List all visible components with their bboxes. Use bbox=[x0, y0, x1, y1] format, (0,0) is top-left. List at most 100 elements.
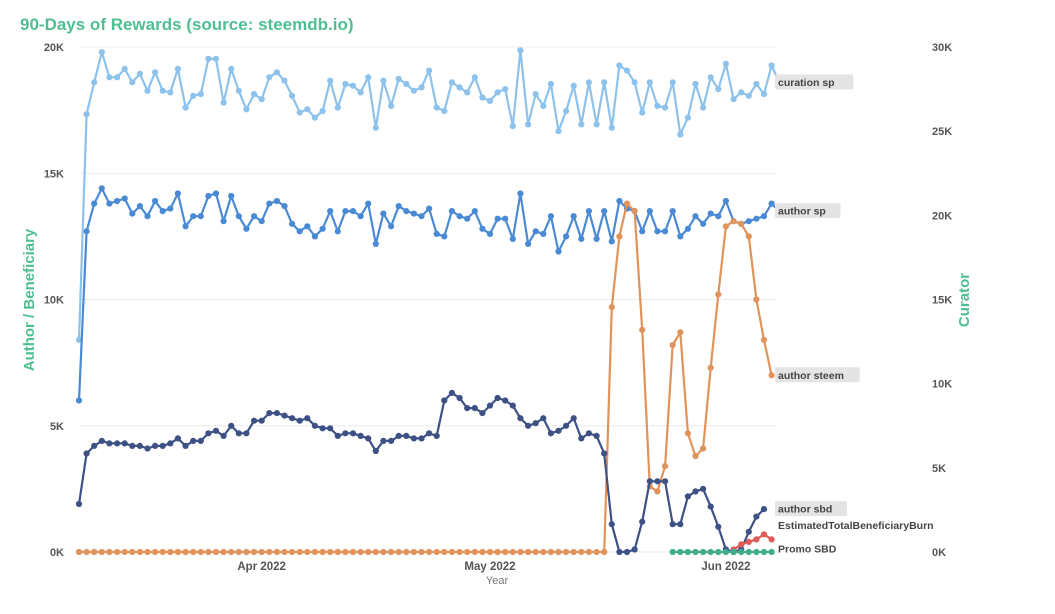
data-point[interactable] bbox=[555, 548, 562, 556]
data-point[interactable] bbox=[281, 412, 288, 419]
data-point[interactable] bbox=[83, 450, 90, 457]
data-point[interactable] bbox=[395, 432, 402, 439]
data-point[interactable] bbox=[768, 372, 775, 379]
data-point[interactable] bbox=[471, 208, 478, 215]
data-point[interactable] bbox=[745, 92, 752, 99]
data-point[interactable] bbox=[494, 394, 501, 402]
data-point[interactable] bbox=[715, 86, 722, 93]
data-point[interactable] bbox=[266, 74, 273, 81]
data-point[interactable] bbox=[494, 215, 501, 222]
data-point[interactable] bbox=[327, 208, 334, 215]
data-point[interactable] bbox=[593, 548, 600, 556]
data-point[interactable] bbox=[578, 121, 585, 128]
data-point[interactable] bbox=[357, 432, 364, 439]
data-point[interactable] bbox=[760, 531, 768, 538]
data-point[interactable] bbox=[486, 97, 494, 104]
data-point[interactable] bbox=[509, 402, 516, 409]
data-point[interactable] bbox=[174, 435, 181, 442]
data-point[interactable] bbox=[159, 87, 166, 94]
data-point[interactable] bbox=[121, 440, 128, 447]
data-point[interactable] bbox=[327, 425, 334, 432]
data-point[interactable] bbox=[152, 69, 159, 76]
data-point[interactable] bbox=[144, 213, 151, 220]
data-point[interactable] bbox=[692, 453, 699, 460]
data-point[interactable] bbox=[692, 548, 699, 556]
data-point[interactable] bbox=[654, 478, 661, 485]
data-point[interactable] bbox=[646, 208, 653, 215]
data-point[interactable] bbox=[380, 437, 387, 444]
data-point[interactable] bbox=[753, 536, 760, 543]
data-point[interactable] bbox=[426, 548, 433, 556]
data-point[interactable] bbox=[471, 405, 478, 412]
data-point[interactable] bbox=[768, 62, 775, 69]
data-point[interactable] bbox=[768, 536, 775, 543]
data-point[interactable] bbox=[190, 92, 197, 99]
data-point[interactable] bbox=[753, 548, 760, 556]
data-point[interactable] bbox=[715, 548, 722, 556]
data-point[interactable] bbox=[585, 430, 593, 437]
data-point[interactable] bbox=[433, 432, 440, 439]
data-point[interactable] bbox=[715, 291, 722, 298]
data-point[interactable] bbox=[601, 79, 608, 86]
data-point[interactable] bbox=[228, 422, 235, 429]
data-point[interactable] bbox=[707, 503, 714, 510]
data-point[interactable] bbox=[342, 430, 349, 437]
data-point[interactable] bbox=[220, 99, 227, 106]
data-point[interactable] bbox=[570, 548, 577, 556]
data-point[interactable] bbox=[707, 74, 714, 81]
data-point[interactable] bbox=[509, 123, 516, 130]
data-point[interactable] bbox=[760, 336, 768, 343]
data-point[interactable] bbox=[471, 74, 478, 81]
data-point[interactable] bbox=[243, 548, 250, 556]
data-point[interactable] bbox=[585, 548, 593, 556]
data-point[interactable] bbox=[532, 420, 539, 427]
data-point[interactable] bbox=[349, 548, 357, 556]
data-point[interactable] bbox=[639, 518, 646, 525]
data-point[interactable] bbox=[319, 107, 326, 115]
data-point[interactable] bbox=[456, 394, 463, 402]
data-point[interactable] bbox=[601, 208, 608, 215]
data-point[interactable] bbox=[448, 79, 455, 86]
data-point[interactable] bbox=[243, 430, 250, 437]
data-point[interactable] bbox=[296, 228, 303, 235]
data-point[interactable] bbox=[167, 89, 174, 96]
data-point[interactable] bbox=[251, 417, 258, 424]
data-point[interactable] bbox=[441, 107, 448, 115]
data-point[interactable] bbox=[159, 548, 166, 556]
data-point[interactable] bbox=[167, 440, 174, 447]
data-point[interactable] bbox=[555, 427, 562, 434]
data-point[interactable] bbox=[730, 548, 737, 556]
data-point[interactable] bbox=[129, 210, 136, 217]
data-point[interactable] bbox=[418, 548, 425, 556]
data-point[interactable] bbox=[372, 548, 379, 556]
data-point[interactable] bbox=[243, 106, 250, 113]
data-point[interactable] bbox=[212, 55, 220, 62]
data-point[interactable] bbox=[273, 548, 280, 556]
data-point[interactable] bbox=[273, 197, 280, 205]
data-point[interactable] bbox=[190, 437, 197, 444]
data-point[interactable] bbox=[311, 422, 318, 429]
data-point[interactable] bbox=[448, 208, 455, 215]
data-point[interactable] bbox=[471, 548, 478, 556]
data-point[interactable] bbox=[669, 341, 676, 349]
data-point[interactable] bbox=[616, 197, 623, 205]
data-point[interactable] bbox=[342, 208, 349, 215]
data-point[interactable] bbox=[517, 415, 524, 422]
data-point[interactable] bbox=[540, 102, 547, 109]
data-point[interactable] bbox=[677, 548, 684, 556]
data-point[interactable] bbox=[525, 121, 532, 128]
data-point[interactable] bbox=[692, 488, 699, 495]
data-point[interactable] bbox=[205, 55, 212, 62]
data-point[interactable] bbox=[251, 548, 258, 556]
data-point[interactable] bbox=[700, 485, 707, 492]
data-point[interactable] bbox=[722, 197, 730, 205]
data-point[interactable] bbox=[91, 200, 98, 207]
data-point[interactable] bbox=[669, 521, 676, 528]
data-point[interactable] bbox=[334, 432, 341, 439]
data-point[interactable] bbox=[601, 450, 608, 457]
data-point[interactable] bbox=[707, 364, 714, 371]
data-point[interactable] bbox=[136, 70, 143, 77]
data-point[interactable] bbox=[525, 240, 532, 247]
data-point[interactable] bbox=[623, 548, 631, 556]
data-point[interactable] bbox=[410, 435, 417, 442]
